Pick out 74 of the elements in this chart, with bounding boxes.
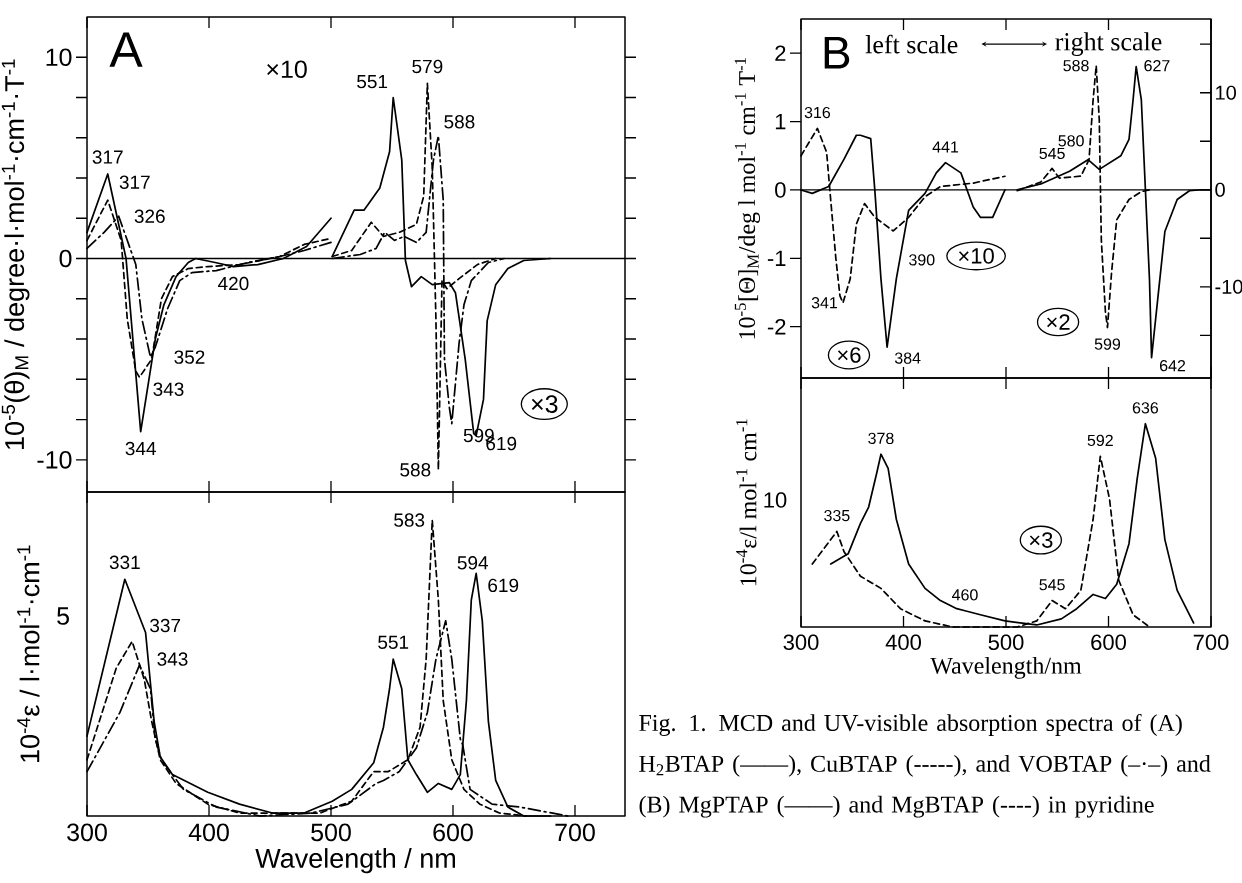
y-tick-label: 0 <box>775 182 786 198</box>
x-axis-title: Wavelength / nm <box>255 848 455 874</box>
x-tick-label: 400 <box>188 823 229 842</box>
annotation: 384 <box>894 352 921 364</box>
annotation: 588 <box>1063 60 1089 72</box>
annotation: ×3 <box>1029 532 1053 548</box>
annotation: 619 <box>488 578 519 593</box>
y2-tick-label: 0 <box>1215 182 1225 197</box>
annotation: 335 <box>824 509 850 522</box>
y-tick-label: 1 <box>775 113 786 130</box>
annotation: 378 <box>868 432 894 445</box>
x-tick-label: 500 <box>311 823 351 842</box>
annotation: 460 <box>952 589 978 601</box>
annotation: 551 <box>378 635 409 649</box>
annotation: 341 <box>811 297 838 309</box>
annotation: 317 <box>92 150 123 164</box>
annotation: 594 <box>457 556 489 570</box>
annotation: 580 <box>1058 135 1084 147</box>
y-tick-label: -1 <box>767 250 786 266</box>
text: 10$^{-5}$(θ)$_{M}$ / degree·l·mol$^{-1}$·cm$^{-1}$·T$^{-1}$ <box>1 59 30 449</box>
annotation: 344 <box>125 441 156 456</box>
y-axis-title: 10$^{-4}$ε / l·mol$^{-1}$·cm$^{-1}$ <box>17 545 40 762</box>
x-tick-label: 700 <box>1193 634 1229 651</box>
annotation: 390 <box>909 254 935 266</box>
x-tick-label: 400 <box>885 634 921 651</box>
text: 10$^{-5}$[Θ]$_{M}$/deg l mol$^{-1}$ cm$^{-1}$ T$^{-1}$ <box>734 57 761 339</box>
annotation: 545 <box>1039 579 1065 591</box>
annotation: right scale <box>1055 32 1162 56</box>
annotation: 551 <box>357 75 388 89</box>
annotation: ×2 <box>1047 314 1070 330</box>
annotation: 642 <box>1160 359 1186 372</box>
x-axis-title: Wavelength/nm <box>930 656 1082 679</box>
annotation: 588 <box>444 115 475 129</box>
annotation: 343 <box>153 382 184 396</box>
annotation: 352 <box>174 350 205 364</box>
y2-tick-label: 10 <box>1216 85 1236 100</box>
y-tick-label: -2 <box>767 319 786 335</box>
y2-tick-label: -10 <box>1215 279 1242 294</box>
annotation: 583 <box>394 513 425 527</box>
x-tick-label: 500 <box>988 634 1024 651</box>
text: 5 <box>57 607 69 625</box>
x-tick-label: 700 <box>555 823 595 842</box>
y-tick-label: -10 <box>37 450 72 469</box>
annotation: 588 <box>400 463 431 477</box>
annotation: 337 <box>150 618 181 633</box>
annotation: 343 <box>157 652 188 666</box>
y-tick-label: 0 <box>59 249 72 268</box>
annotation: ×10 <box>267 60 307 79</box>
x-tick-label: 300 <box>67 823 107 842</box>
annotation: 326 <box>134 209 165 223</box>
annotation: 627 <box>1144 60 1170 72</box>
caption: Fig. 1. MCD and UV-visible absorption spectra of (A) H$_{2}$BTAP (——), CuBTAP (-----), and VOBTAP (–·–) and (B) MgPTAP (——) and MgBTAP (----) in pyridine <box>639 713 1211 818</box>
x-tick-label: 600 <box>1091 634 1126 651</box>
annotation: ×6 <box>837 347 861 363</box>
annotation: 579 <box>412 59 443 74</box>
x-tick-label: 300 <box>783 634 819 651</box>
annotation: 545 <box>1039 147 1065 160</box>
annotation: ×10 <box>958 248 994 264</box>
annotation: 316 <box>804 106 831 119</box>
y-tick-label: 2 <box>775 45 786 61</box>
x-tick-label: 600 <box>433 823 473 842</box>
annotation: A <box>109 32 143 67</box>
annotation: 636 <box>1132 402 1159 414</box>
annotation: 599 <box>1094 338 1121 350</box>
annotation: ×3 <box>531 395 558 413</box>
annotation: 331 <box>109 555 140 570</box>
annotation: 317 <box>119 175 150 189</box>
y-axis-title: 10$^{-4}$ε/l mol$^{-1}$ cm$^{-1}$ <box>736 419 757 586</box>
annotation: B <box>824 36 850 69</box>
annotation: left scale <box>865 34 958 54</box>
annotation: 441 <box>932 141 959 153</box>
y-tick-label: 10 <box>46 48 72 67</box>
annotation: 592 <box>1087 434 1113 447</box>
annotation: 420 <box>217 276 249 291</box>
